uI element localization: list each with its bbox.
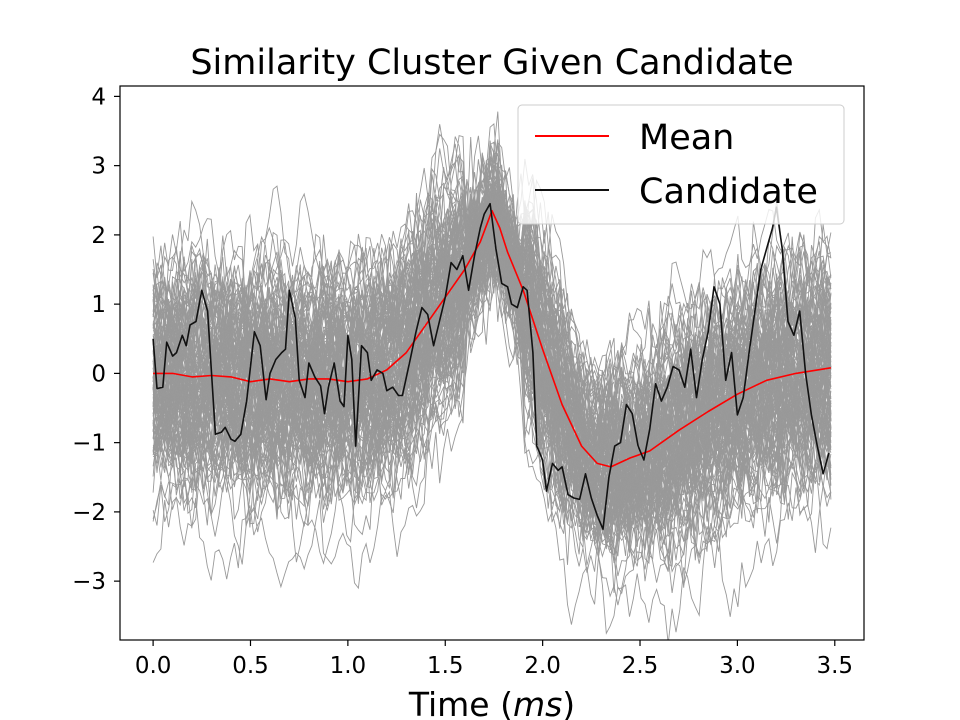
legend-mean-label: Mean <box>639 118 734 158</box>
x-tick-label: 1.0 <box>330 653 367 679</box>
y-tick-label: −3 <box>72 569 106 595</box>
y-tick-label: 3 <box>91 154 106 180</box>
y-tick-label: −2 <box>72 500 106 526</box>
x-tick-label: 0.5 <box>232 653 269 679</box>
y-tick-label: 1 <box>91 292 106 318</box>
y-tick-label: 2 <box>91 223 106 249</box>
legend: Mean Candidate <box>518 105 844 224</box>
y-tick-label: 0 <box>91 361 106 387</box>
x-tick-label: 0.0 <box>135 653 172 679</box>
y-axis-ticks: −3 −2 −1 0 1 2 3 4 <box>72 84 120 595</box>
chart-title: Similarity Cluster Given Candidate <box>190 43 793 83</box>
x-tick-label: 3.0 <box>719 653 756 679</box>
x-tick-label: 2.5 <box>622 653 659 679</box>
x-axis-label-close: ) <box>562 685 575 720</box>
x-tick-label: 2.0 <box>524 653 561 679</box>
x-axis-label: Time (ms) <box>408 685 575 720</box>
x-axis-label-text: Time ( <box>408 685 513 720</box>
x-axis-ticks: 0.0 0.5 1.0 1.5 2.0 2.5 3.0 3.5 <box>135 640 853 679</box>
x-tick-label: 1.5 <box>427 653 464 679</box>
legend-candidate-label: Candidate <box>639 172 818 212</box>
y-tick-label: −1 <box>72 431 106 457</box>
x-axis-label-unit: ms <box>513 685 562 720</box>
x-tick-label: 3.5 <box>816 653 853 679</box>
y-tick-label: 4 <box>91 84 106 110</box>
